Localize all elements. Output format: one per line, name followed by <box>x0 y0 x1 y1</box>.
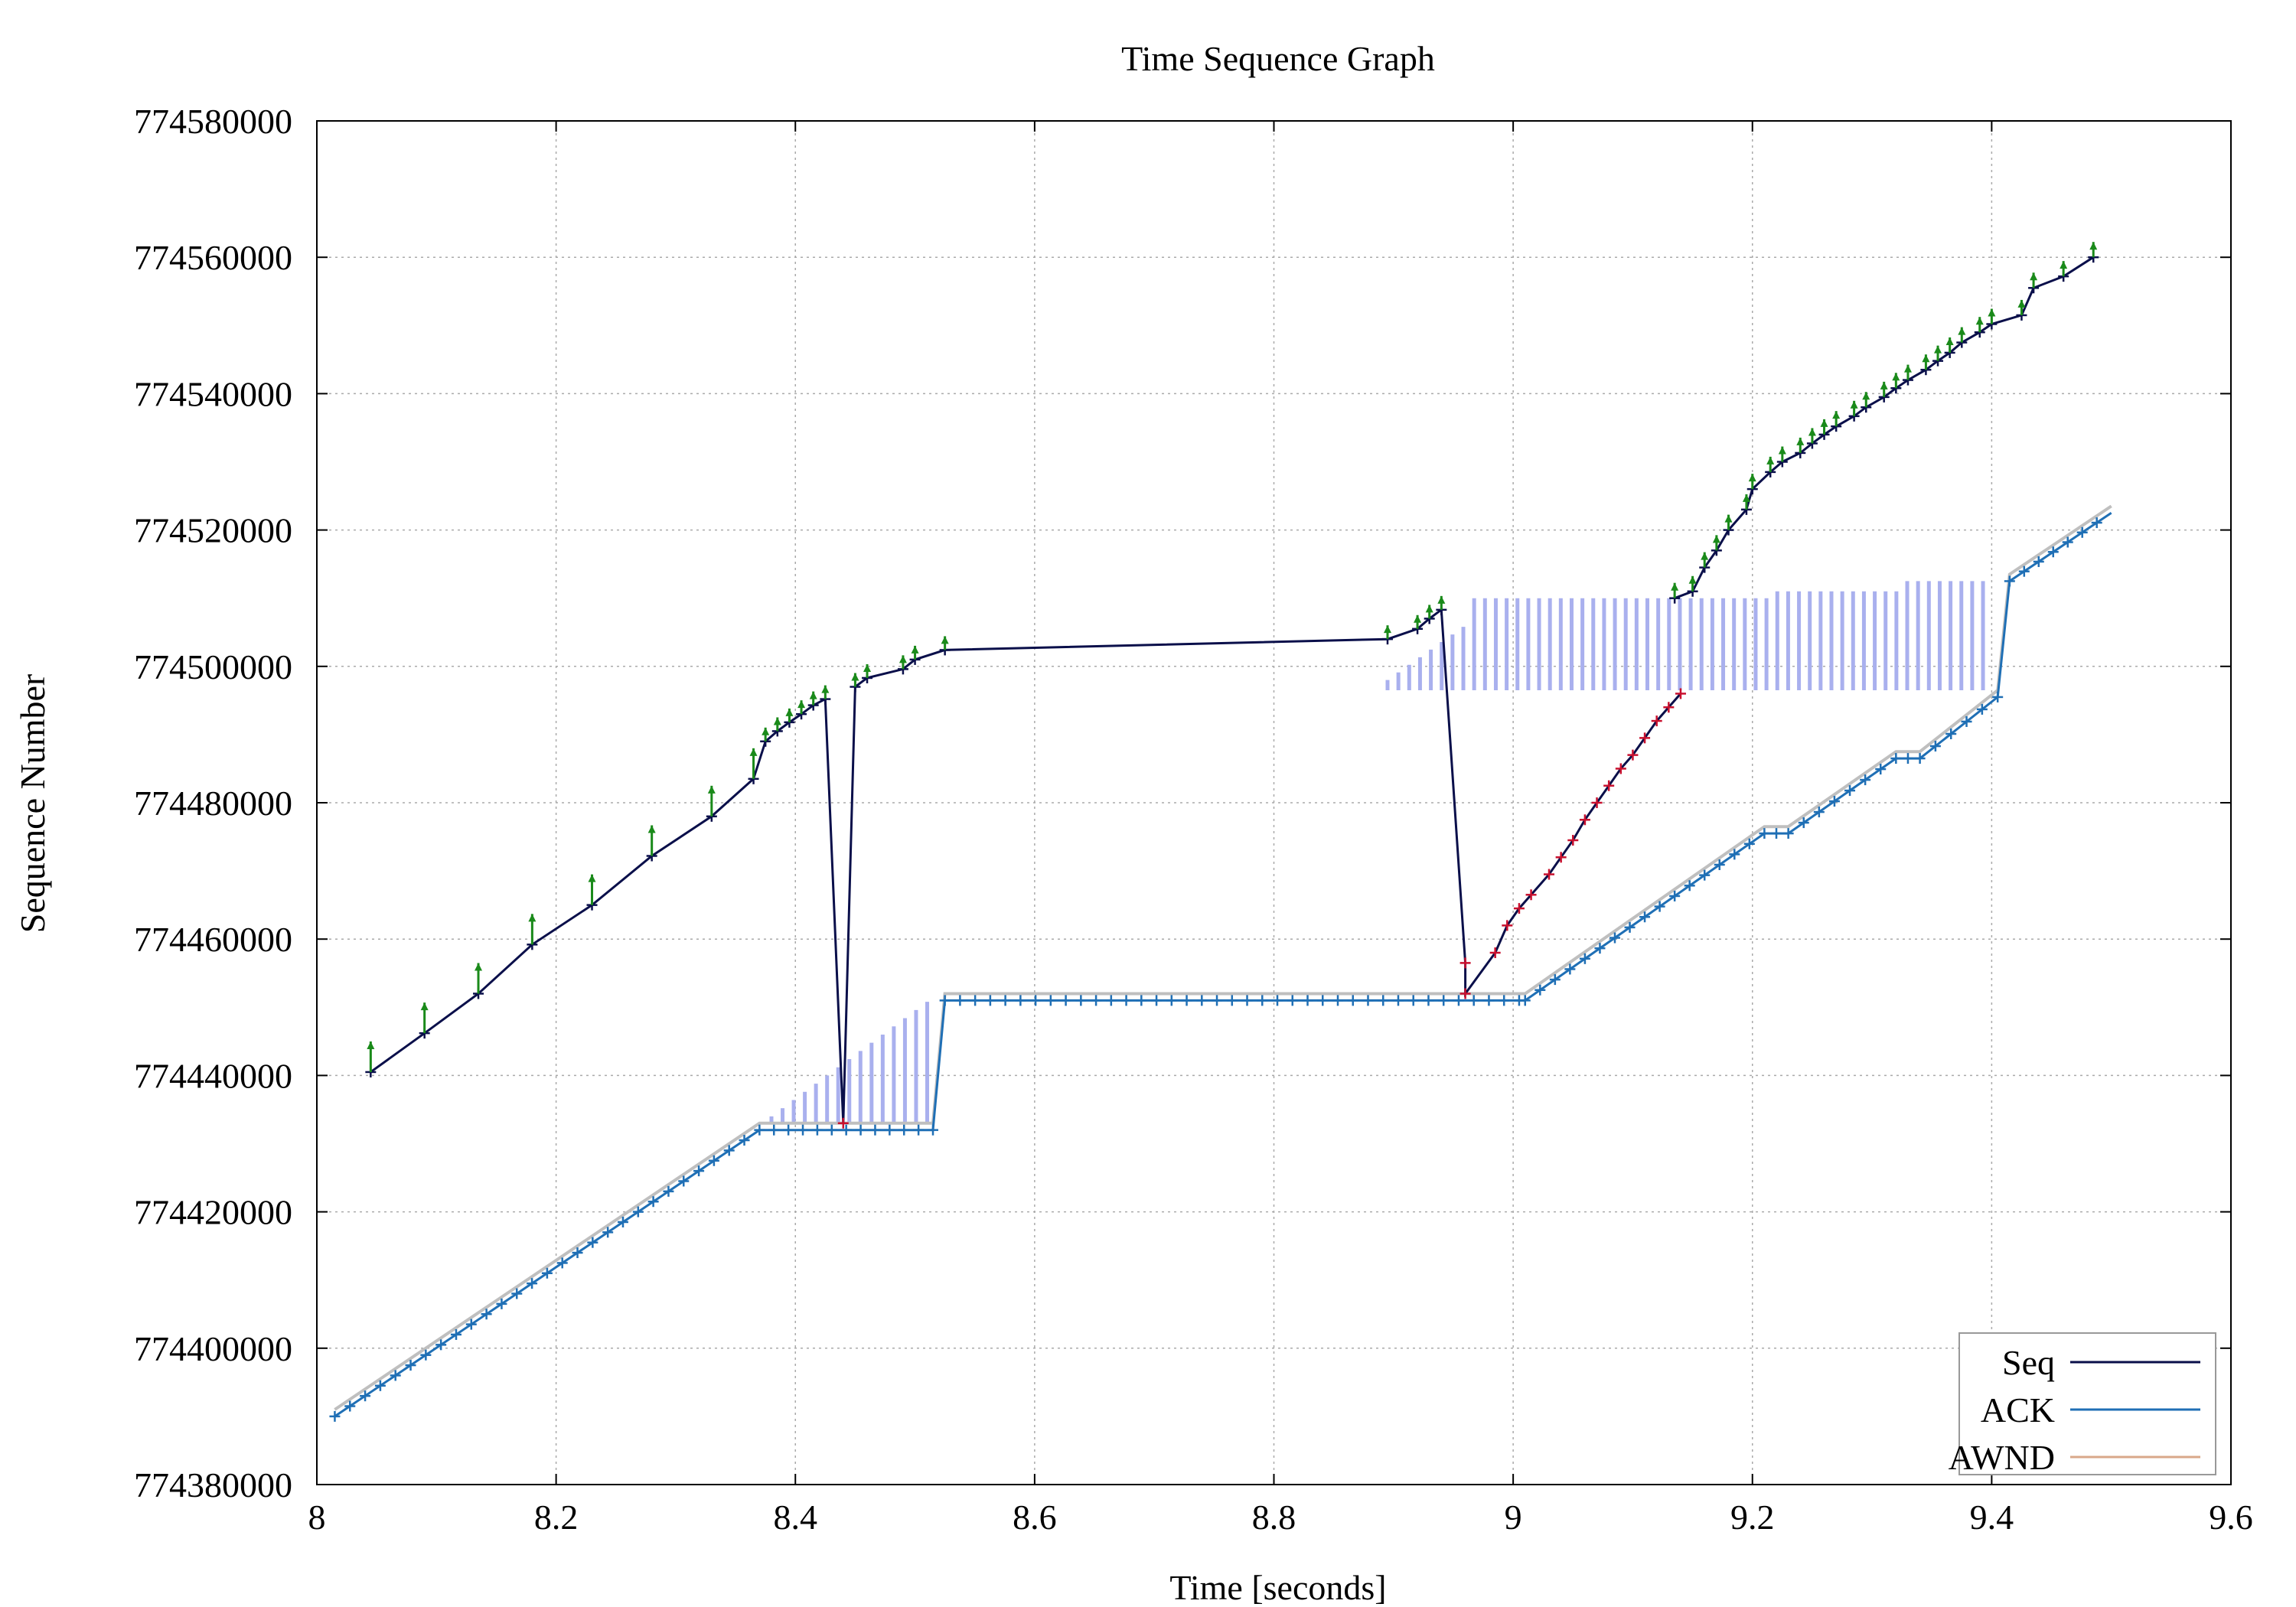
push-arrow-head <box>1796 437 1805 445</box>
push-arrow-head <box>1701 552 1709 560</box>
push-arrow-head <box>1766 456 1775 464</box>
y-tick-label: 774520000 <box>134 511 292 550</box>
push-arrow-head <box>1742 494 1750 502</box>
y-tick-label: 774460000 <box>134 920 292 959</box>
chart-title: Time Sequence Graph <box>1121 39 1435 78</box>
sack-bars <box>769 581 1985 1123</box>
push-arrow-head <box>2060 261 2068 269</box>
push-arrow-head <box>941 636 949 644</box>
grid <box>317 121 2231 1485</box>
x-tick-label: 8.6 <box>1013 1498 1057 1537</box>
push-arrow-head <box>1748 474 1756 482</box>
x-tick-label: 9.4 <box>1970 1498 2014 1537</box>
push-arrow-head <box>911 645 919 654</box>
push-arrow-head <box>1903 364 1912 373</box>
x-tick-label: 9.6 <box>2209 1498 2253 1537</box>
push-arrow-head <box>1778 446 1786 455</box>
legend-label-ack: ACK <box>1981 1390 2055 1429</box>
push-arrow-head <box>528 914 536 922</box>
y-tick-label: 774420000 <box>134 1193 292 1232</box>
y-tick-label: 774400000 <box>134 1329 292 1368</box>
push-arrow-head <box>475 963 483 971</box>
x-tick-label: 9.2 <box>1730 1498 1775 1537</box>
push-arrow-head <box>647 825 656 833</box>
y-tick-label: 774380000 <box>134 1465 292 1504</box>
seq-line <box>370 607 1682 1123</box>
push-arrow-head <box>809 691 817 699</box>
series-lines <box>334 256 2112 1418</box>
push-arrow-head <box>1688 575 1697 584</box>
y-tick-label: 774540000 <box>134 374 292 413</box>
push-arrow-head <box>863 663 872 672</box>
push-arrow-head <box>2030 272 2038 281</box>
awnd-line <box>334 504 2112 1411</box>
push-arrow-head <box>1437 595 1446 604</box>
push-arrow-head <box>588 874 596 882</box>
legend-box <box>1958 1332 2216 1475</box>
legend-label-awnd: AWND <box>1949 1438 2055 1477</box>
push-arrow-head <box>1945 337 1954 345</box>
push-arrow-head <box>1712 535 1720 543</box>
push-arrow-head <box>1671 582 1679 591</box>
push-arrow-head <box>1808 428 1816 436</box>
push-arrow-head <box>1958 327 1966 335</box>
push-arrow-head <box>1383 625 1391 634</box>
push-arrow-head <box>707 785 716 794</box>
y-tick-label: 774500000 <box>134 647 292 686</box>
push-arrow-head <box>1414 614 1422 623</box>
push-arrow-head <box>1880 381 1888 390</box>
push-arrow-head <box>773 717 781 725</box>
push-arrow-head <box>797 700 806 709</box>
push-arrow-head <box>1934 345 1942 354</box>
push-arrow-head <box>1832 411 1841 419</box>
push-arrow-head <box>821 685 830 693</box>
x-axis-label: Time [seconds] <box>1169 1568 1386 1607</box>
push-arrow-head <box>749 748 758 756</box>
series-markers <box>329 242 2141 1422</box>
push-arrow-head <box>420 1002 429 1011</box>
legend-label-seq: Seq <box>2002 1343 2055 1382</box>
push-arrow-head <box>1892 373 1900 381</box>
y-tick-label: 774560000 <box>134 238 292 277</box>
push-arrow-head <box>1820 419 1828 427</box>
legend: Seq ACK AWND <box>1949 1332 2216 1477</box>
ack-line <box>334 512 2112 1418</box>
push-arrow-head <box>899 655 907 663</box>
push-arrow-head <box>2017 299 2026 308</box>
y-axis-label: Sequence Number <box>13 674 52 934</box>
push-arrow-head <box>762 727 770 735</box>
push-arrow-head <box>2089 242 2098 250</box>
push-arrow-head <box>1975 317 1984 325</box>
axis-ticks: 8 8.2 8.4 8.6 8.8 9 9.2 9.4 9.6 774380000 77440000… <box>134 102 2253 1537</box>
x-tick-label: 8.8 <box>1252 1498 1296 1537</box>
push-arrow-head <box>1425 605 1433 613</box>
y-tick-label: 774440000 <box>134 1056 292 1095</box>
push-arrow-head <box>367 1041 375 1049</box>
push-arrow-head <box>1922 354 1930 363</box>
x-tick-label: 8 <box>308 1498 326 1537</box>
push-arrow-head <box>1850 400 1858 409</box>
y-tick-label: 774480000 <box>134 784 292 823</box>
seq-line-upper <box>1674 256 2095 600</box>
push-arrow-head <box>785 708 794 716</box>
push-arrow-head <box>1988 308 1996 317</box>
push-arrow-head <box>1724 514 1733 523</box>
push-arrow-head <box>1862 392 1870 400</box>
x-tick-label: 9 <box>1505 1498 1522 1537</box>
x-tick-label: 8.4 <box>774 1498 818 1537</box>
push-arrow-head <box>851 673 859 681</box>
x-tick-label: 8.2 <box>534 1498 579 1537</box>
y-tick-label: 774580000 <box>134 102 292 141</box>
